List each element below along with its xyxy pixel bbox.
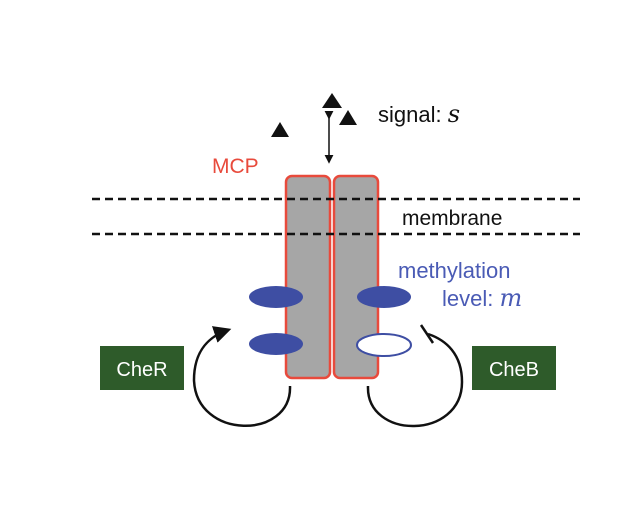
signal-ligand-icon (271, 122, 289, 137)
methyl-site-empty (356, 333, 412, 357)
methyl-group-icon (249, 286, 303, 308)
cheb-label: CheB (489, 359, 539, 381)
cheb-box (472, 346, 556, 390)
methylation-label-line1: methylation (398, 258, 511, 283)
methyl-group-icon (249, 333, 303, 355)
signal-ligand-icon (322, 93, 342, 108)
signal-ligand-icon (339, 110, 357, 125)
inhibition-arrow-icon (366, 332, 464, 428)
mcp-label: MCP (212, 155, 259, 178)
methyl-group-icon (357, 286, 411, 308)
signal-label: signal: s (378, 100, 460, 128)
methylation-label-line2: level: m (442, 284, 522, 312)
cher-box (100, 346, 184, 390)
membrane-label: membrane (402, 207, 502, 230)
cher-label: CheR (116, 359, 167, 381)
inhibition-bar (419, 324, 435, 344)
mcp-receptor-right (332, 174, 380, 380)
mcp-receptor-left (284, 174, 332, 380)
feedback-arrow-icon (192, 326, 292, 427)
